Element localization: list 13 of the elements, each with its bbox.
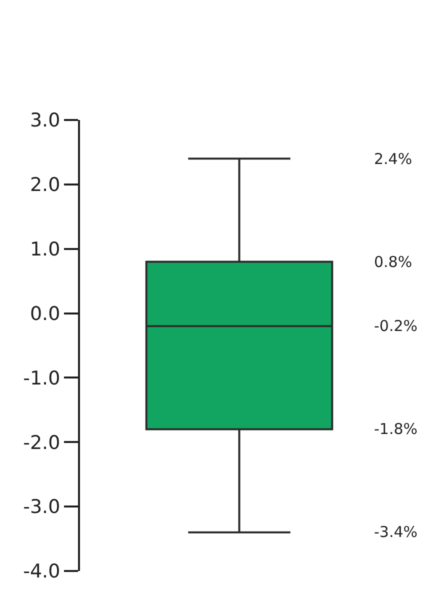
y-tick-label: 3.0	[30, 110, 60, 132]
y-tick-label: 1.0	[30, 238, 60, 261]
y-tick-label: -4.0	[23, 560, 60, 583]
y-tick-label: -2.0	[23, 432, 60, 454]
y-tick-label: -3.0	[23, 496, 60, 518]
text: -0.2%	[374, 317, 418, 335]
text: 2.4%	[374, 150, 412, 168]
y-tick-label: -1.0	[23, 367, 60, 390]
y-tick-label: 0.0	[30, 302, 60, 325]
text: -3.4%	[374, 523, 418, 541]
text: -1.8%	[374, 420, 418, 438]
y-tick-label: 2.0	[30, 174, 60, 196]
text: 0.8%	[374, 253, 412, 271]
